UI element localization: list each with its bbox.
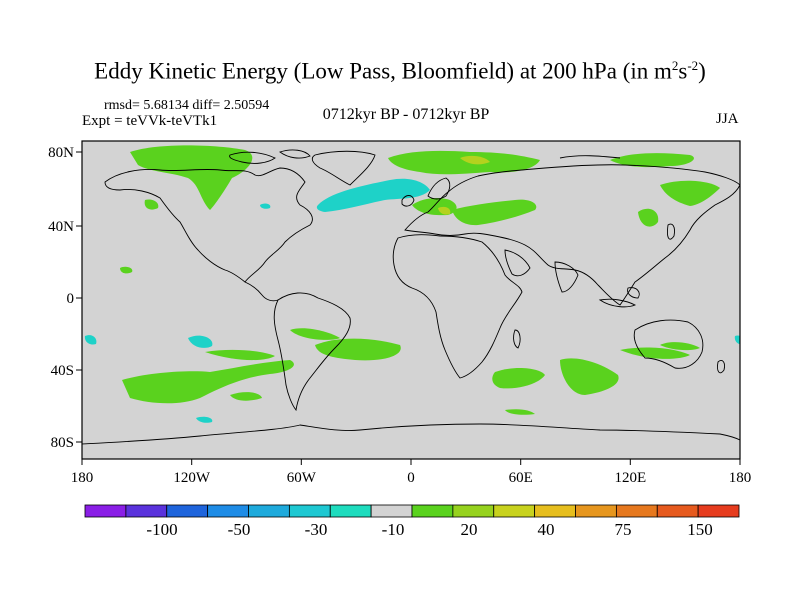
lat-label-0: 0	[67, 291, 75, 307]
colorbar-label-20: 20	[461, 520, 478, 539]
lat-label-40s: 40S	[51, 363, 74, 379]
region-tasman	[660, 342, 700, 351]
region-south-atlantic	[315, 338, 401, 361]
region-pacific-south	[290, 328, 340, 340]
contour-fill-layer	[84, 145, 740, 423]
chart-title: Eddy Kinetic Energy (Low Pass, Bloomfiel…	[94, 58, 706, 84]
region-south-atlantic-2	[492, 368, 545, 389]
coast-indonesia	[598, 298, 637, 308]
lon-label-60e: 60E	[509, 470, 533, 486]
colorbar-swatch	[84, 504, 127, 518]
coast-japan	[667, 223, 675, 240]
colorbar-swatch	[534, 504, 576, 518]
coast-south-america	[273, 292, 351, 412]
colorbar-swatch	[329, 504, 372, 518]
colorbar-label-75: 75	[615, 520, 632, 539]
region-atlantic-small	[120, 266, 133, 274]
region-asia-patch	[638, 208, 659, 227]
region-europe-east	[452, 199, 537, 226]
colorbar-swatch	[411, 504, 454, 518]
region-south-pacific	[122, 360, 294, 404]
region-chile-cyan	[188, 335, 213, 348]
coast-india	[554, 261, 579, 293]
region-north-atlantic-2	[260, 203, 271, 209]
colorbar-swatch	[207, 504, 249, 518]
high-anomaly-patches	[438, 155, 490, 215]
patch-arctic-europe	[460, 155, 490, 165]
region-australia-south	[620, 347, 690, 359]
region-arctic-europe	[388, 150, 540, 175]
region-south-pacific-3	[230, 392, 262, 401]
patch-europe	[438, 206, 451, 215]
lat-label-40n: 40N	[48, 219, 74, 235]
lon-label-60w: 60W	[287, 470, 317, 486]
positive-anomaly-regions	[120, 145, 720, 415]
axis-ticks	[76, 151, 741, 465]
colorbar-label-40: 40	[538, 520, 555, 539]
coast-arabia	[504, 249, 531, 277]
region-alaska	[130, 145, 253, 210]
colorbar-label-minus10: -10	[382, 520, 405, 539]
coast-central-america	[244, 281, 279, 302]
stats-line: rmsd= 5.68134 diff= 2.50594	[104, 98, 270, 113]
coast-north-america	[104, 167, 313, 283]
coast-borneo	[627, 287, 640, 299]
lon-label-180w: 180	[71, 470, 94, 486]
coast-greenland	[311, 150, 376, 186]
coast-new-zealand	[717, 359, 725, 374]
region-south-pacific-2	[205, 349, 275, 361]
colorbar-label-minus100: -100	[146, 520, 177, 539]
colorbar-label-minus30: -30	[305, 520, 328, 539]
lat-label-80s: 80S	[51, 435, 74, 451]
colorbar	[84, 504, 740, 518]
colorbar-swatch	[656, 504, 699, 518]
coast-australia	[633, 319, 704, 369]
latitude-labels: 80N 40N 0 40S 80S	[48, 145, 74, 451]
coast-canada-islands-2	[279, 149, 311, 159]
colorbar-label-150: 150	[687, 520, 713, 539]
region-southern-ocean	[505, 409, 535, 415]
colorbar-swatch	[575, 504, 617, 518]
longitude-labels: 180 120W 60W 0 60E 120E 180	[71, 470, 752, 486]
season-label: JJA	[716, 111, 739, 127]
region-north-atlantic	[316, 178, 430, 212]
region-nw-canada-small	[144, 199, 159, 210]
experiment-label: Expt = teVVk-teVTk1	[82, 113, 218, 129]
lon-label-120e: 120E	[614, 470, 646, 486]
region-southern-cyan	[196, 416, 213, 423]
colorbar-swatch	[166, 504, 209, 518]
lon-label-120w: 120W	[173, 470, 211, 486]
coast-antarctica	[82, 423, 740, 445]
coast-scandinavia	[427, 177, 451, 200]
colorbar-swatch	[248, 504, 290, 518]
coast-siberia-north	[559, 155, 621, 159]
colorbar-swatch	[125, 504, 168, 518]
coast-madagascar	[513, 329, 521, 349]
coast-eurasia	[404, 164, 740, 306]
region-arctic-east	[610, 153, 694, 168]
period-label: 0712kyr BP - 0712kyr BP	[322, 106, 490, 123]
lon-label-180e: 180	[729, 470, 752, 486]
coast-canada-islands	[229, 151, 276, 164]
region-indian-ocean	[560, 358, 619, 395]
colorbar-labels: -100 -50 -30 -10 20 40 75 150	[146, 520, 712, 539]
colorbar-label-minus50: -50	[228, 520, 251, 539]
coast-africa	[392, 234, 523, 379]
coast-british-isles	[401, 195, 415, 207]
region-south-pacific-cyan	[84, 335, 97, 345]
region-east-cyan	[734, 335, 740, 345]
colorbar-swatch	[452, 504, 495, 518]
colorbar-swatch	[288, 504, 331, 518]
colorbar-swatch	[697, 504, 740, 518]
coastlines	[82, 149, 740, 445]
colorbar-swatch	[370, 504, 413, 518]
region-siberia	[660, 180, 720, 206]
lon-label-0: 0	[407, 470, 415, 486]
colorbar-swatch	[493, 504, 536, 518]
lat-label-80n: 80N	[48, 145, 74, 161]
negative-anomaly-regions	[84, 178, 740, 423]
colorbar-swatch	[615, 504, 658, 518]
